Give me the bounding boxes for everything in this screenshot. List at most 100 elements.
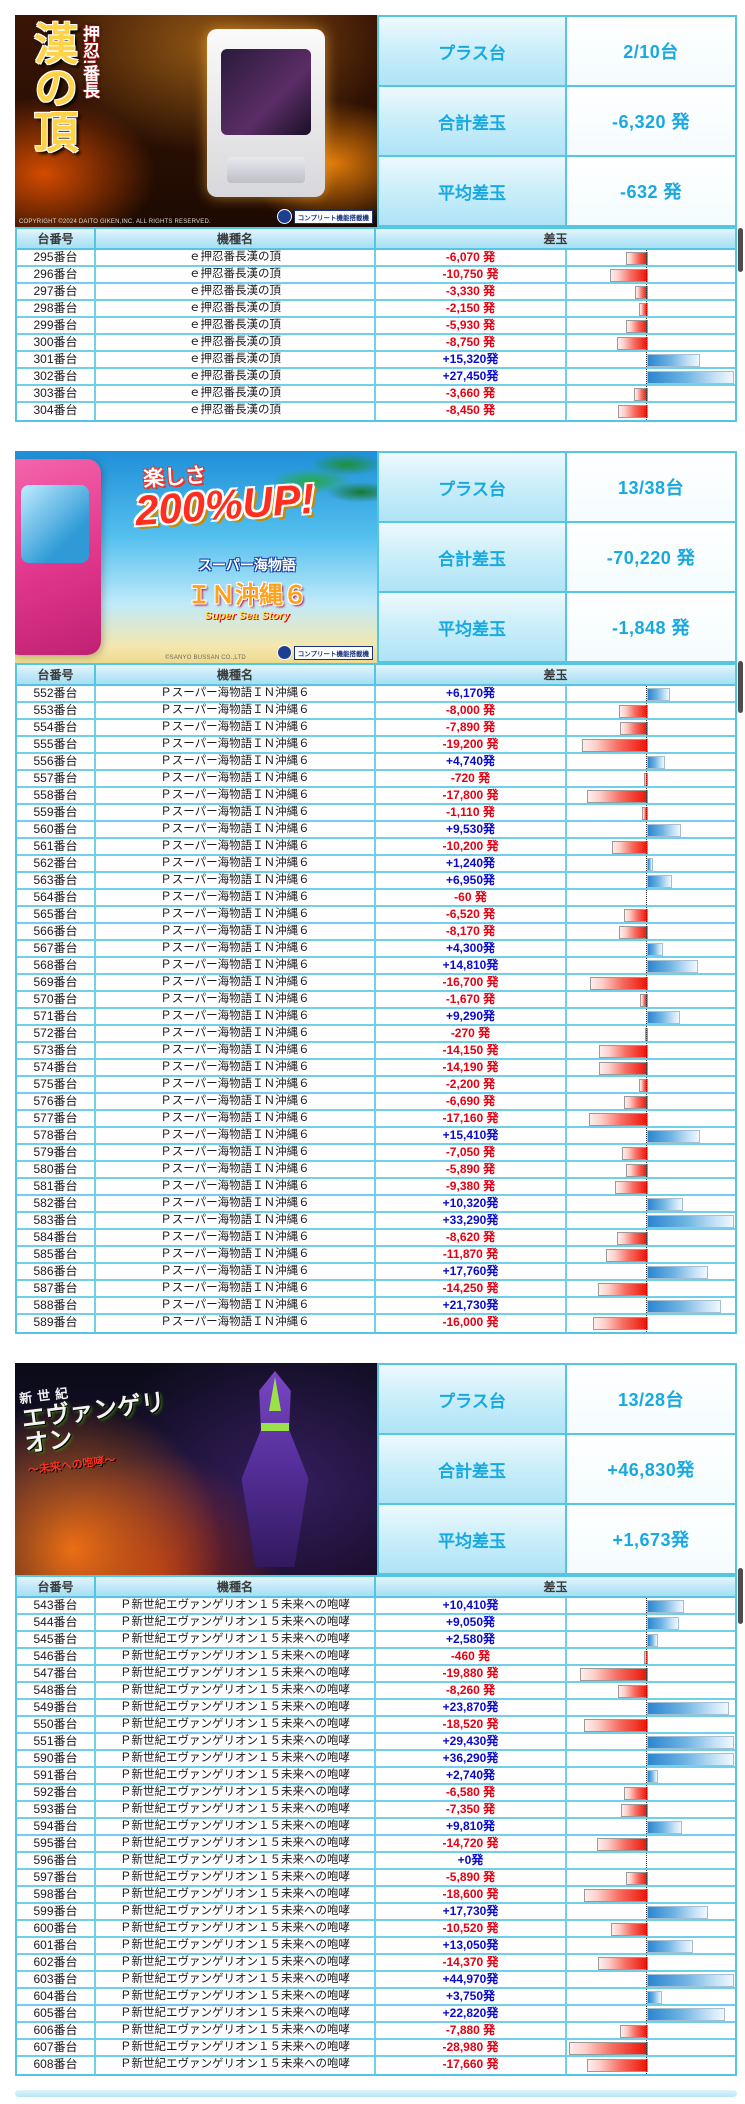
- diff-bar-cell: [567, 1700, 735, 1715]
- zero-axis-line: [646, 1213, 647, 1228]
- cell-diff-value: -5,930 発: [376, 318, 567, 333]
- cell-diff-value: -10,200 発: [376, 839, 567, 854]
- cell-model-name: Ｐスーパー海物語ＩＮ沖縄６: [96, 1162, 376, 1177]
- cell-model-name: Ｐ新世紀エヴァンゲリオン１５未来への咆哮: [96, 1598, 376, 1613]
- diff-bar-cell: [567, 1315, 735, 1332]
- cell-machine-number: 554番台: [17, 720, 96, 735]
- table-row: 556番台 Ｐスーパー海物語ＩＮ沖縄６ +4,740発: [17, 754, 735, 771]
- diff-bar: [647, 960, 698, 973]
- diff-bar-cell: [567, 267, 735, 282]
- zero-axis-line: [646, 1717, 647, 1732]
- cell-diff-value: -18,600 発: [376, 1887, 567, 1902]
- diff-bar: [647, 756, 665, 769]
- scrollbar-thumb[interactable]: [738, 661, 743, 713]
- table-row: 585番台 Ｐスーパー海物語ＩＮ沖縄６ -11,870 発: [17, 1247, 735, 1264]
- diff-bar: [647, 354, 700, 367]
- section-top: 楽しさ 200%UP! スーパー海物語 ＩＮ沖縄６ Super Sea Stor…: [15, 451, 737, 663]
- zero-axis-line: [646, 1921, 647, 1936]
- diff-bar: [647, 1198, 683, 1211]
- diff-bar: [647, 1736, 734, 1749]
- zero-axis-line: [646, 352, 647, 367]
- cell-diff-value: +3,750発: [376, 1989, 567, 2004]
- table-row: 563番台 Ｐスーパー海物語ＩＮ沖縄６ +6,950発: [17, 873, 735, 890]
- plus-machines-value: 13/38台: [567, 453, 735, 521]
- table-row: 561番台 Ｐスーパー海物語ＩＮ沖縄６ -10,200 発: [17, 839, 735, 856]
- diff-bar-cell: [567, 941, 735, 956]
- total-diff-value: -6,320 発: [567, 87, 735, 155]
- diff-bar-cell: [567, 1989, 735, 2004]
- cell-machine-number: 303番台: [17, 386, 96, 401]
- cell-machine-number: 547番台: [17, 1666, 96, 1681]
- banner-series-title: 押忍!番長: [80, 25, 99, 99]
- diff-bar-cell: [567, 1836, 735, 1851]
- cell-model-name: ｅ押忍番長漢の頂: [96, 301, 376, 316]
- table-row: 598番台 Ｐ新世紀エヴァンゲリオン１５未来への咆哮 -18,600 発: [17, 1887, 735, 1904]
- diff-bar: [647, 1974, 734, 1987]
- zero-axis-line: [646, 1077, 647, 1092]
- diff-bar-cell: [567, 1921, 735, 1936]
- cell-model-name: Ｐスーパー海物語ＩＮ沖縄６: [96, 1281, 376, 1296]
- diff-bar-cell: [567, 907, 735, 922]
- zero-axis-line: [646, 1264, 647, 1279]
- cell-machine-number: 296番台: [17, 267, 96, 282]
- table-row: 577番台 Ｐスーパー海物語ＩＮ沖縄６ -17,160 発: [17, 1111, 735, 1128]
- cell-diff-value: -720 発: [376, 771, 567, 786]
- table-row: 549番台 Ｐ新世紀エヴァンゲリオン１５未来への咆哮 +23,870発: [17, 1700, 735, 1717]
- diff-bar-cell: [567, 1819, 735, 1834]
- table-row: 581番台 Ｐスーパー海物語ＩＮ沖縄６ -9,380 発: [17, 1179, 735, 1196]
- cell-diff-value: +14,810発: [376, 958, 567, 973]
- table-row: 602番台 Ｐ新世紀エヴァンゲリオン１５未来への咆哮 -14,370 発: [17, 1955, 735, 1972]
- cell-diff-value: -14,190 発: [376, 1060, 567, 1075]
- diff-bar-cell: [567, 1734, 735, 1749]
- zero-axis-line: [646, 992, 647, 1007]
- diff-bar-cell: [567, 1094, 735, 1109]
- cell-machine-number: 607番台: [17, 2040, 96, 2055]
- palm-tree-graphic: [249, 451, 377, 529]
- plus-machines-value: 13/28台: [567, 1365, 735, 1433]
- table-row: 545番台 Ｐ新世紀エヴァンゲリオン１５未来への咆哮 +2,580発: [17, 1632, 735, 1649]
- header-model-name: 機種名: [96, 1577, 376, 1596]
- cell-machine-number: 548番台: [17, 1683, 96, 1698]
- cell-machine-number: 577番台: [17, 1111, 96, 1126]
- diff-bar-cell: [567, 873, 735, 888]
- cell-diff-value: +10,410発: [376, 1598, 567, 1613]
- cell-diff-value: +4,740発: [376, 754, 567, 769]
- eva-unit01-graphic: [241, 1371, 309, 1567]
- zero-axis-line: [646, 386, 647, 401]
- zero-axis-line: [646, 1179, 647, 1194]
- diff-bar: [612, 841, 648, 854]
- diff-bar-cell: [567, 737, 735, 752]
- diff-bar: [618, 405, 648, 418]
- header-model-name: 機種名: [96, 229, 376, 248]
- diff-bar-cell: [567, 1128, 735, 1143]
- cell-model-name: Ｐスーパー海物語ＩＮ沖縄６: [96, 1230, 376, 1245]
- banner-logo: スーパー海物語 ＩＮ沖縄６ Super Sea Story: [147, 555, 347, 622]
- pachinko-machine-image: [15, 459, 101, 655]
- diff-bar: [647, 943, 663, 956]
- cell-diff-value: +17,730発: [376, 1904, 567, 1919]
- cell-model-name: Ｐスーパー海物語ＩＮ沖縄６: [96, 754, 376, 769]
- zero-axis-line: [646, 1751, 647, 1766]
- cell-model-name: Ｐスーパー海物語ＩＮ沖縄６: [96, 1264, 376, 1279]
- zero-axis-line: [646, 335, 647, 350]
- zero-axis-line: [646, 250, 647, 265]
- cell-diff-value: -5,890 発: [376, 1162, 567, 1177]
- summary-row-plus: プラス台 2/10台: [379, 17, 735, 87]
- cell-model-name: Ｐ新世紀エヴァンゲリオン１５未来への咆哮: [96, 1921, 376, 1936]
- cell-machine-number: 572番台: [17, 1026, 96, 1041]
- scrollbar-thumb[interactable]: [738, 228, 743, 272]
- cell-model-name: Ｐ新世紀エヴァンゲリオン１５未来への咆哮: [96, 1887, 376, 1902]
- cell-model-name: Ｐスーパー海物語ＩＮ沖縄６: [96, 1179, 376, 1194]
- table-row: 548番台 Ｐ新世紀エヴァンゲリオン１５未来への咆哮 -8,260 発: [17, 1683, 735, 1700]
- scrollbar-thumb[interactable]: [738, 1568, 743, 1624]
- table-row: 546番台 Ｐ新世紀エヴァンゲリオン１５未来への咆哮 -460 発: [17, 1649, 735, 1666]
- cell-diff-value: +9,530発: [376, 822, 567, 837]
- cell-model-name: Ｐスーパー海物語ＩＮ沖縄６: [96, 975, 376, 990]
- diff-bar-cell: [567, 403, 735, 420]
- zero-axis-line: [646, 788, 647, 803]
- zero-axis-line: [646, 1009, 647, 1024]
- zero-axis-line: [646, 1598, 647, 1613]
- diff-bar: [634, 388, 648, 401]
- table-row: 597番台 Ｐ新世紀エヴァンゲリオン１５未来への咆哮 -5,890 発: [17, 1870, 735, 1887]
- diff-bar-cell: [567, 1904, 735, 1919]
